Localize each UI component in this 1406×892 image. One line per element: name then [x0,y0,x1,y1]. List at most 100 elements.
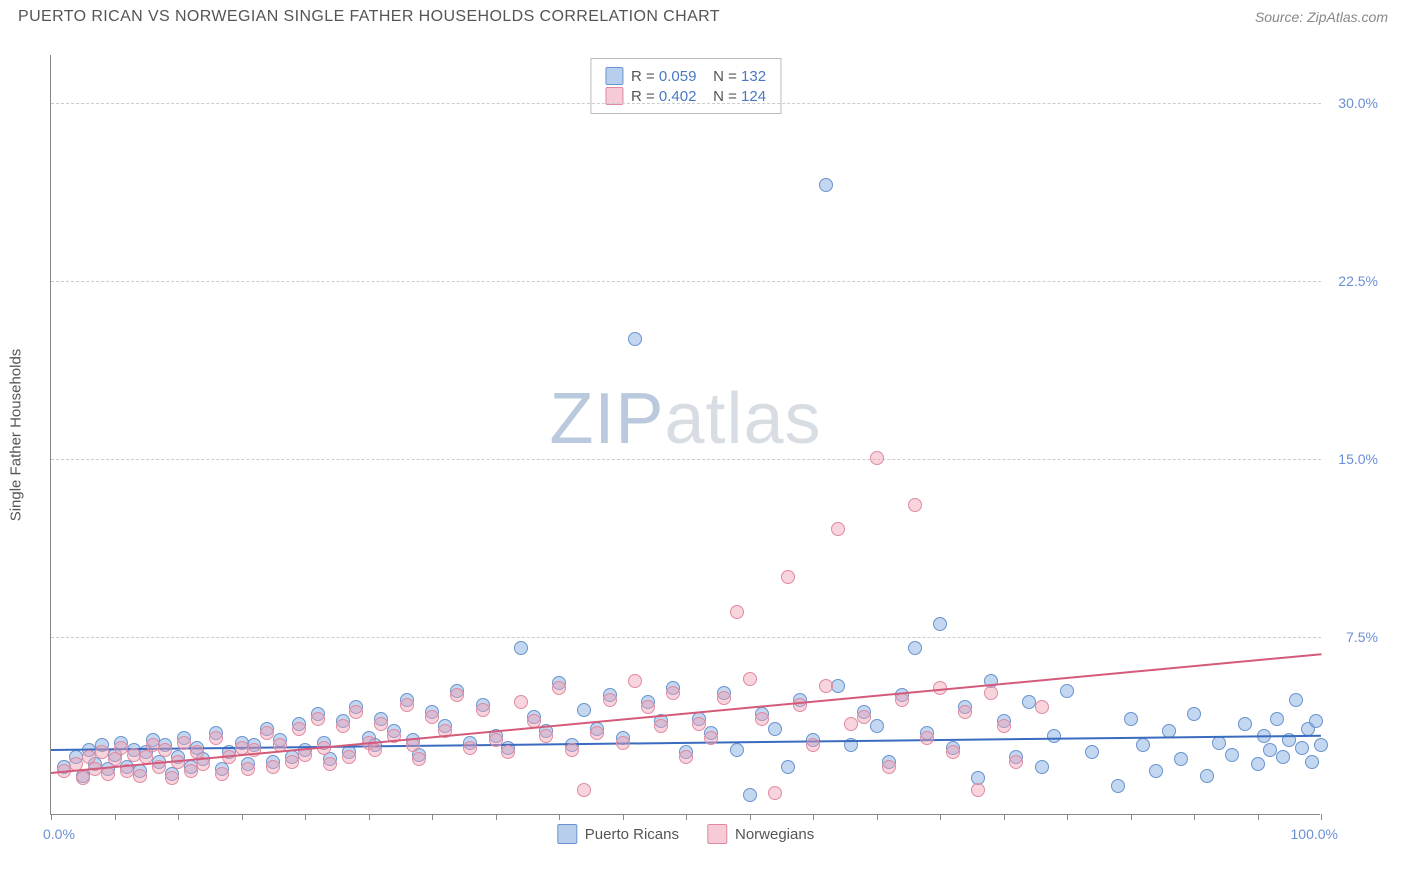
data-point [831,522,845,536]
data-point [793,698,807,712]
y-tick-label: 22.5% [1338,273,1378,289]
x-tick-mark [242,814,243,820]
data-point [1124,712,1138,726]
correlation-legend: R = 0.059 N = 132 R = 0.402 N = 124 [590,58,781,114]
x-tick-mark [51,814,52,820]
data-point [628,332,642,346]
data-point [400,698,414,712]
data-point [1035,700,1049,714]
data-point [266,760,280,774]
data-point [577,703,591,717]
data-point [933,617,947,631]
data-point [1035,760,1049,774]
x-tick-mark [1194,814,1195,820]
data-point [1225,748,1239,762]
chart-container: Single Father Households ZIPatlas R = 0.… [50,55,1380,815]
scatter-plot-area: ZIPatlas R = 0.059 N = 132 R = 0.402 [50,55,1320,815]
data-point [768,722,782,736]
data-point [368,743,382,757]
data-point [1060,684,1074,698]
series-legend: Puerto Ricans Norwegians [557,824,814,844]
data-point [1289,693,1303,707]
x-tick-mark [1131,814,1132,820]
data-point [311,712,325,726]
data-point [412,752,426,766]
x-tick-mark [877,814,878,820]
data-point [1276,750,1290,764]
data-point [819,679,833,693]
data-point [958,705,972,719]
data-point [806,738,820,752]
data-point [768,786,782,800]
legend-label: Puerto Ricans [585,826,679,843]
y-tick-label: 15.0% [1338,451,1378,467]
data-point [908,498,922,512]
data-point [920,731,934,745]
data-point [984,686,998,700]
data-point [717,691,731,705]
legend-label: Norwegians [735,826,814,843]
data-point [908,641,922,655]
data-point [743,788,757,802]
data-point [1309,714,1323,728]
gridline [51,281,1321,282]
data-point [450,688,464,702]
data-point [870,719,884,733]
x-tick-mark [496,814,497,820]
data-point [565,743,579,757]
data-point [514,641,528,655]
data-point [184,764,198,778]
data-point [260,726,274,740]
x-tick-mark [432,814,433,820]
data-point [158,743,172,757]
data-point [666,686,680,700]
data-point [819,178,833,192]
data-point [679,750,693,764]
data-point [730,605,744,619]
data-point [76,771,90,785]
gridline [51,459,1321,460]
data-point [831,679,845,693]
legend-row: R = 0.059 N = 132 [605,67,766,85]
data-point [165,771,179,785]
data-point [552,681,566,695]
y-tick-label: 7.5% [1346,629,1378,645]
data-point [1009,755,1023,769]
data-point [616,736,630,750]
chart-title: PUERTO RICAN VS NORWEGIAN SINGLE FATHER … [18,8,720,26]
data-point [323,757,337,771]
data-point [1295,741,1309,755]
x-tick-mark [1321,814,1322,820]
data-point [577,783,591,797]
data-point [971,783,985,797]
data-point [539,729,553,743]
data-point [514,695,528,709]
data-point [476,703,490,717]
data-point [870,451,884,465]
y-axis-label: Single Father Households [8,349,25,522]
data-point [374,717,388,731]
data-point [489,733,503,747]
data-point [730,743,744,757]
r-stat: R = 0.059 N = 132 [631,68,766,85]
x-tick-mark [178,814,179,820]
data-point [209,731,223,745]
data-point [463,741,477,755]
x-axis-end-label: 100.0% [1291,826,1338,842]
data-point [1111,779,1125,793]
y-tick-label: 30.0% [1338,95,1378,111]
x-tick-mark [813,814,814,820]
x-axis-start-label: 0.0% [43,826,75,842]
data-point [1314,738,1328,752]
data-point [743,672,757,686]
data-point [342,750,356,764]
data-point [292,722,306,736]
data-point [1251,757,1265,771]
data-point [997,719,1011,733]
data-point [1187,707,1201,721]
data-point [1238,717,1252,731]
gridline [51,637,1321,638]
x-tick-mark [369,814,370,820]
data-point [857,710,871,724]
data-point [654,719,668,733]
